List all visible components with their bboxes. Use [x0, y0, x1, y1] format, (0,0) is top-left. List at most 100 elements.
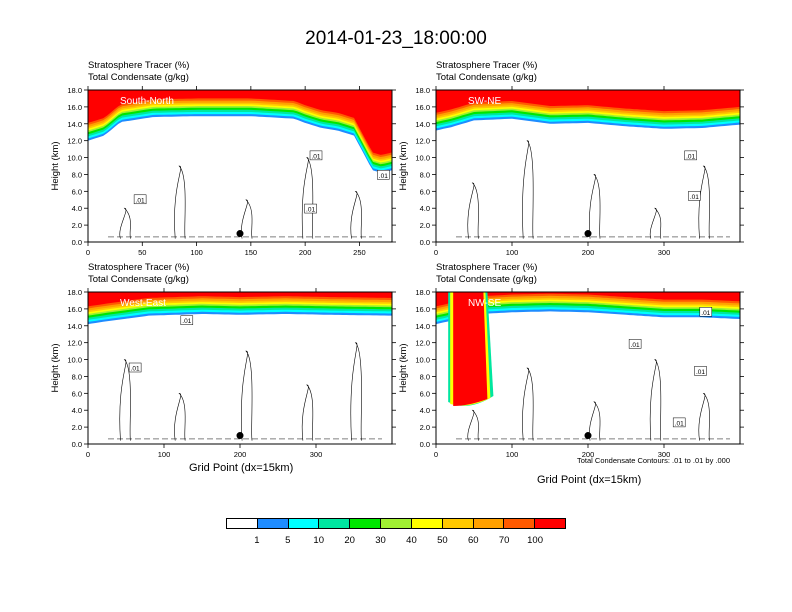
y-tick-label: 0.0: [72, 238, 82, 247]
colorbar-swatch: [473, 519, 505, 528]
y-tick-label: 2.0: [72, 423, 82, 432]
colorbar-swatch: [319, 519, 351, 528]
plot-area: .01 .01: [88, 292, 392, 441]
x-tick-label: 0: [86, 450, 90, 459]
condensate-contour: [301, 384, 314, 441]
panel-4-header: Stratosphere Tracer (%) Total Condensate…: [436, 262, 537, 286]
y-tick-label: 2.0: [420, 221, 430, 230]
colorbar-labels: 1 5 10 20 30 40 50 60 70 100: [226, 535, 566, 547]
contour-label-box: [628, 339, 642, 349]
contour-label-box: [684, 150, 697, 161]
colorbar-label: 10: [313, 535, 325, 546]
contour-label-box: [133, 194, 147, 205]
y-tick-label: 6.0: [72, 389, 82, 398]
colorbar-label: 70: [498, 535, 510, 546]
x-tick-label: 100: [506, 450, 519, 459]
condensate-contour: [174, 165, 186, 239]
y-tick-label: 16.0: [415, 103, 430, 112]
colorbar-swatch: [504, 519, 536, 528]
plot-area: .01 .01 .01 .01: [88, 90, 392, 239]
condensate-contour: [241, 350, 253, 441]
y-axis-label: Height (km): [50, 141, 61, 190]
panel-2-header-condensate: Total Condensate (g/kg): [436, 72, 537, 83]
colorbar-label: 40: [406, 535, 417, 546]
figure-title: 2014-01-23_18:00:00: [305, 28, 487, 49]
contour-label: .01: [311, 153, 320, 160]
y-tick-label: 18.0: [415, 288, 430, 297]
y-tick-label: 14.0: [67, 322, 82, 331]
y-tick-label: 16.0: [67, 305, 82, 314]
panel-west-east-plot: .01 .01 West-East 0.0 2.0 4.0 6.0 8.0 10.0 12.0 14…: [50, 288, 396, 459]
contour-label-box: [694, 366, 707, 376]
y-tick-label: 6.0: [420, 389, 430, 398]
panel-4-header-condensate: Total Condensate (g/kg): [436, 274, 537, 285]
colorbar-label: 1: [254, 535, 260, 546]
panel-2-header: Stratosphere Tracer (%) Total Condensate…: [436, 60, 537, 84]
condensate-contour: [467, 182, 479, 239]
contour-label: .01: [675, 420, 684, 427]
y-tick-label: 6.0: [420, 187, 430, 196]
colorbar-swatch: [381, 519, 412, 528]
y-tick-label: 14.0: [415, 120, 430, 129]
contour-label-box: [672, 417, 686, 428]
condensate-contour: [350, 342, 362, 441]
x-tick-label: 250: [353, 248, 366, 257]
x-tick-label: 0: [434, 248, 438, 257]
contour-label: .01: [631, 342, 640, 349]
colorbar-label: 30: [375, 535, 386, 546]
y-axis-label: Height (km): [398, 141, 409, 190]
y-tick-label: 0.0: [72, 440, 82, 449]
condensate-contour: [589, 174, 601, 239]
condensate-contour: [119, 359, 131, 441]
panel-2-header-tracer: Stratosphere Tracer (%): [436, 60, 538, 71]
tracer-band-100: [88, 90, 392, 155]
condensate-contour: [350, 191, 362, 239]
panel-label: SW-NE: [468, 96, 501, 107]
x-tick-label: 200: [582, 450, 595, 459]
colorbar-label: 60: [467, 535, 479, 546]
panel-1-header-tracer: Stratosphere Tracer (%): [88, 60, 190, 71]
y-tick-label: 12.0: [67, 339, 82, 348]
colorbar-label: 20: [344, 535, 355, 546]
tracer-band-100: [436, 292, 740, 307]
colorbar-swatch: [411, 519, 443, 528]
y-tick-label: 10.0: [67, 356, 82, 365]
contour-label-box: [699, 307, 713, 317]
y-tick-label: 4.0: [72, 204, 82, 213]
colorbar-label: 5: [285, 535, 291, 546]
panel-4-header-tracer: Stratosphere Tracer (%): [436, 262, 538, 273]
intrusion-core: [453, 292, 488, 406]
contour-label-box: [377, 170, 390, 180]
location-marker: [584, 432, 592, 440]
contour-label: .01: [136, 197, 145, 204]
panel-nw-se-plot: .01 .01 .01 .01 NW-SE 0.0 2.0 4.0 6.0 8.0 10.0 12.0…: [398, 288, 744, 459]
x-tick-label: 200: [234, 450, 247, 459]
y-tick-label: 2.0: [72, 221, 82, 230]
plot-frame: [87, 89, 393, 243]
colorbar-label: 50: [437, 535, 448, 546]
colorbar-swatch: [442, 519, 474, 528]
y-tick-label: 2.0: [420, 423, 430, 432]
x-tick-label: 100: [190, 248, 203, 257]
condensate-contour: [119, 207, 131, 239]
y-tick-label: 12.0: [415, 339, 430, 348]
y-tick-label: 4.0: [420, 406, 430, 415]
y-tick-label: 0.0: [420, 238, 430, 247]
contour-label: .01: [701, 310, 710, 317]
tracer-band-100: [436, 90, 740, 113]
contour-label-box: [688, 191, 701, 201]
y-tick-label: 0.0: [420, 440, 430, 449]
colorbar-swatch: [535, 519, 565, 528]
location-marker: [236, 432, 244, 440]
panel-south-north-plot: .01 .01 .01 .01 South-North 0.0 2.0 4.0 6.0 8.0 10…: [50, 86, 396, 257]
y-tick-label: 14.0: [67, 120, 82, 129]
contour-label: .01: [131, 366, 140, 373]
contour-label: .01: [379, 173, 388, 180]
x-tick-label: 150: [245, 248, 258, 257]
y-tick-label: 10.0: [415, 154, 430, 163]
y-tick-label: 10.0: [67, 154, 82, 163]
plot-area: .01 .01: [436, 90, 740, 239]
y-tick-label: 10.0: [415, 356, 430, 365]
condensate-contour: [649, 359, 662, 441]
x-tick-label: 50: [138, 248, 146, 257]
